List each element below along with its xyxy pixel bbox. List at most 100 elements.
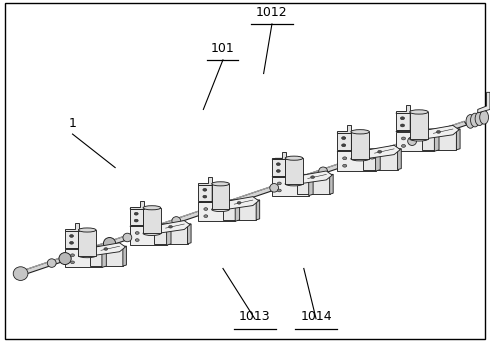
Polygon shape bbox=[102, 247, 106, 267]
Circle shape bbox=[343, 164, 347, 167]
Circle shape bbox=[342, 137, 346, 140]
Circle shape bbox=[135, 232, 139, 234]
Polygon shape bbox=[364, 145, 400, 158]
Polygon shape bbox=[351, 132, 355, 150]
Ellipse shape bbox=[408, 137, 416, 145]
Polygon shape bbox=[130, 226, 167, 245]
Polygon shape bbox=[478, 92, 490, 113]
Polygon shape bbox=[91, 243, 125, 255]
Polygon shape bbox=[154, 225, 188, 244]
Polygon shape bbox=[298, 171, 332, 183]
Polygon shape bbox=[130, 225, 171, 226]
Ellipse shape bbox=[17, 269, 24, 278]
Ellipse shape bbox=[212, 182, 229, 186]
Bar bbox=[212, 184, 229, 209]
Polygon shape bbox=[198, 177, 212, 185]
Polygon shape bbox=[396, 132, 434, 151]
Circle shape bbox=[237, 201, 241, 204]
Polygon shape bbox=[90, 246, 126, 247]
Ellipse shape bbox=[480, 110, 489, 124]
Polygon shape bbox=[309, 175, 313, 196]
Bar bbox=[410, 112, 428, 139]
Polygon shape bbox=[167, 225, 171, 245]
Polygon shape bbox=[144, 208, 147, 225]
Polygon shape bbox=[456, 129, 460, 150]
Polygon shape bbox=[272, 158, 289, 159]
Polygon shape bbox=[154, 224, 191, 225]
Ellipse shape bbox=[59, 252, 71, 265]
Polygon shape bbox=[272, 152, 286, 159]
Ellipse shape bbox=[221, 200, 230, 209]
Polygon shape bbox=[65, 249, 102, 267]
Polygon shape bbox=[396, 130, 439, 132]
Polygon shape bbox=[198, 185, 212, 201]
Circle shape bbox=[204, 208, 208, 210]
Ellipse shape bbox=[172, 217, 181, 225]
Polygon shape bbox=[188, 224, 191, 244]
Ellipse shape bbox=[410, 110, 428, 114]
Ellipse shape bbox=[285, 156, 303, 160]
Polygon shape bbox=[65, 247, 106, 249]
Text: 1013: 1013 bbox=[239, 310, 270, 323]
Polygon shape bbox=[396, 113, 410, 130]
Polygon shape bbox=[337, 132, 355, 133]
Circle shape bbox=[437, 130, 441, 133]
Bar bbox=[351, 132, 369, 159]
Circle shape bbox=[134, 219, 138, 222]
Polygon shape bbox=[235, 201, 240, 221]
Polygon shape bbox=[375, 150, 380, 171]
Ellipse shape bbox=[78, 228, 96, 232]
Circle shape bbox=[135, 239, 139, 241]
Ellipse shape bbox=[351, 130, 369, 134]
Circle shape bbox=[401, 137, 406, 140]
Polygon shape bbox=[396, 112, 414, 113]
Ellipse shape bbox=[270, 184, 279, 192]
Circle shape bbox=[204, 215, 208, 218]
Polygon shape bbox=[256, 200, 260, 220]
Ellipse shape bbox=[123, 233, 132, 242]
Polygon shape bbox=[130, 209, 144, 225]
Circle shape bbox=[104, 248, 108, 250]
Polygon shape bbox=[397, 149, 401, 170]
Polygon shape bbox=[223, 201, 256, 220]
Text: 101: 101 bbox=[211, 42, 235, 55]
Ellipse shape bbox=[351, 157, 369, 161]
Bar bbox=[143, 208, 161, 233]
Ellipse shape bbox=[13, 267, 28, 280]
Polygon shape bbox=[198, 202, 235, 221]
Ellipse shape bbox=[48, 259, 56, 267]
Ellipse shape bbox=[475, 112, 484, 126]
Polygon shape bbox=[337, 152, 375, 171]
Polygon shape bbox=[272, 159, 286, 176]
Polygon shape bbox=[422, 129, 460, 130]
Circle shape bbox=[203, 188, 207, 191]
Polygon shape bbox=[410, 112, 414, 130]
Circle shape bbox=[277, 189, 281, 192]
Polygon shape bbox=[65, 231, 79, 248]
Circle shape bbox=[70, 235, 74, 237]
Polygon shape bbox=[272, 177, 309, 196]
Text: 1: 1 bbox=[69, 117, 76, 130]
Polygon shape bbox=[65, 223, 79, 231]
Circle shape bbox=[343, 157, 347, 160]
Polygon shape bbox=[396, 105, 410, 113]
Ellipse shape bbox=[466, 115, 475, 128]
Polygon shape bbox=[79, 230, 82, 248]
Ellipse shape bbox=[318, 167, 327, 175]
Circle shape bbox=[71, 254, 74, 256]
Bar bbox=[285, 158, 303, 184]
Polygon shape bbox=[434, 130, 439, 151]
Polygon shape bbox=[198, 201, 240, 202]
Circle shape bbox=[401, 144, 406, 147]
Text: 1014: 1014 bbox=[300, 310, 332, 323]
Polygon shape bbox=[330, 174, 333, 194]
Polygon shape bbox=[130, 201, 144, 209]
Circle shape bbox=[276, 170, 280, 172]
Polygon shape bbox=[296, 174, 333, 175]
Circle shape bbox=[277, 182, 281, 185]
Polygon shape bbox=[422, 130, 456, 150]
Ellipse shape bbox=[410, 137, 428, 141]
Polygon shape bbox=[363, 149, 401, 150]
Polygon shape bbox=[296, 175, 330, 194]
Polygon shape bbox=[223, 200, 260, 201]
